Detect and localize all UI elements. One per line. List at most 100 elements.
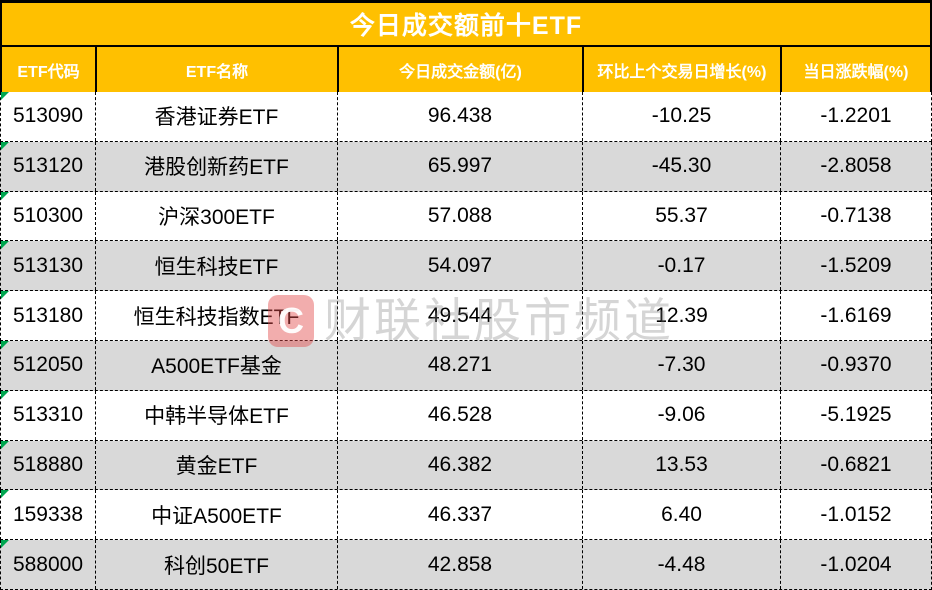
etf-name-value: 港股创新药ETF — [144, 156, 289, 180]
etf-name-value: 中韩半导体ETF — [144, 405, 289, 429]
cell-dod-growth: -7.30 — [583, 340, 781, 390]
etf-code-value: 513090 — [12, 104, 84, 128]
cell-day-change: -1.6169 — [781, 291, 931, 340]
turnover-value: 96.438 — [427, 104, 493, 128]
cell-dod-growth: -45.30 — [583, 141, 781, 191]
table-row: 513310 中韩半导体ETF 46.528 -9.06 -5.1925 — [0, 390, 932, 441]
cell-day-change: -1.0204 — [781, 540, 931, 589]
etf-name-value: 黄金ETF — [175, 454, 258, 478]
cell-etf-name: 港股创新药ETF — [96, 141, 338, 191]
error-indicator-triangle-icon — [1, 241, 9, 250]
day-change-value: -1.0152 — [820, 502, 892, 526]
turnover-value: 57.088 — [427, 203, 493, 227]
table-row: 513120 港股创新药ETF 65.997 -45.30 -2.8058 — [0, 141, 932, 192]
cell-day-change: -1.0152 — [781, 490, 931, 539]
cell-turnover: 42.858 — [338, 540, 583, 589]
cell-dod-growth: 6.40 — [583, 490, 781, 540]
cell-etf-code: 518880 — [1, 440, 96, 490]
dod-growth-value: 13.53 — [655, 452, 708, 476]
cell-etf-name: A500ETF基金 — [96, 340, 338, 390]
error-indicator-triangle-icon — [1, 490, 9, 499]
turnover-value: 46.337 — [427, 502, 493, 526]
etf-name-value: 科创50ETF — [163, 554, 270, 578]
column-header-etf-code: ETF代码 — [2, 47, 97, 92]
table-body: 513090 香港证券ETF 96.438 -10.25 -1.2201 513… — [0, 92, 932, 590]
etf-name-value: 恒生科技ETF — [154, 255, 279, 279]
etf-code-value: 512050 — [12, 353, 84, 377]
cell-turnover: 46.528 — [338, 390, 583, 440]
day-change-value: -5.1925 — [820, 403, 892, 427]
dod-growth-value: -10.25 — [651, 104, 712, 128]
table-row: 588000 科创50ETF 42.858 -4.48 -1.0204 — [0, 540, 932, 590]
cell-etf-code: 513310 — [1, 390, 96, 440]
cell-etf-name: 科创50ETF — [96, 540, 338, 589]
error-indicator-triangle-icon — [1, 92, 9, 100]
cell-etf-code: 513130 — [1, 241, 96, 291]
cell-turnover: 54.097 — [338, 241, 583, 291]
cell-etf-name: 香港证券ETF — [96, 92, 338, 141]
day-change-value: -0.6821 — [820, 452, 892, 476]
etf-name-value: 恒生科技指数ETF — [133, 305, 300, 329]
error-indicator-triangle-icon — [1, 440, 9, 449]
etf-code-value: 513180 — [12, 303, 84, 327]
turnover-value: 46.382 — [427, 452, 493, 476]
etf-name-value: 中证A500ETF — [151, 504, 282, 528]
cell-etf-code: 513180 — [1, 291, 96, 340]
turnover-value: 48.271 — [427, 353, 493, 377]
error-indicator-triangle-icon — [1, 291, 9, 300]
error-indicator-triangle-icon — [1, 191, 9, 200]
etf-code-value: 159338 — [12, 502, 84, 526]
cell-turnover: 46.337 — [338, 490, 583, 540]
cell-etf-code: 513120 — [1, 141, 96, 191]
cell-turnover: 96.438 — [338, 92, 583, 141]
dod-growth-value: 55.37 — [655, 203, 708, 227]
turnover-value: 54.097 — [427, 253, 493, 277]
cell-day-change: -1.2201 — [781, 92, 931, 141]
cell-day-change: -0.9370 — [781, 341, 931, 390]
cell-dod-growth: -4.48 — [583, 540, 781, 589]
cell-etf-name: 黄金ETF — [96, 440, 338, 490]
cell-etf-code: 588000 — [1, 540, 96, 589]
etf-code-value: 513130 — [12, 253, 84, 277]
table-row: 159338 中证A500ETF 46.337 6.40 -1.0152 — [0, 490, 932, 541]
turnover-value: 42.858 — [427, 552, 493, 576]
turnover-value: 65.997 — [427, 154, 493, 178]
cell-day-change: -0.6821 — [781, 441, 931, 490]
etf-name-value: 沪深300ETF — [158, 205, 275, 229]
table-row: 513130 恒生科技ETF 54.097 -0.17 -1.5209 — [0, 241, 932, 292]
cell-etf-code: 513090 — [1, 92, 96, 141]
etf-code-value: 518880 — [12, 452, 84, 476]
dod-growth-value: -4.48 — [657, 552, 706, 576]
dod-growth-value: 12.39 — [655, 303, 708, 327]
cell-dod-growth: 13.53 — [583, 440, 781, 490]
cell-turnover: 65.997 — [338, 141, 583, 191]
error-indicator-triangle-icon — [1, 540, 9, 549]
dod-growth-value: -9.06 — [657, 403, 706, 427]
turnover-value: 49.544 — [427, 303, 493, 327]
dod-growth-value: -0.17 — [657, 253, 706, 277]
cell-day-change: -1.5209 — [781, 241, 931, 290]
dod-growth-value: 6.40 — [661, 502, 702, 526]
cell-turnover: 57.088 — [338, 191, 583, 241]
column-header-day-change: 当日涨跌幅(%) — [803, 63, 909, 81]
turnover-value: 46.528 — [427, 403, 493, 427]
column-header-etf-name: ETF名称 — [97, 47, 339, 92]
table-row: 510300 沪深300ETF 57.088 55.37 -0.7138 — [0, 191, 932, 242]
cell-dod-growth: 55.37 — [583, 191, 781, 241]
cell-turnover: 48.271 — [338, 340, 583, 390]
cell-etf-name: 恒生科技指数ETF — [96, 291, 338, 340]
cell-turnover: 46.382 — [338, 440, 583, 490]
column-header-turnover: 今日成交金额(亿) — [339, 47, 584, 92]
day-change-value: -0.9370 — [820, 353, 892, 377]
table-row: 512050 A500ETF基金 48.271 -7.30 -0.9370 — [0, 340, 932, 391]
cell-etf-name: 中证A500ETF — [96, 490, 338, 540]
etf-code-value: 510300 — [12, 203, 84, 227]
error-indicator-triangle-icon — [1, 340, 9, 349]
cell-etf-code: 512050 — [1, 340, 96, 390]
cell-day-change: -2.8058 — [781, 142, 931, 191]
cell-day-change: -5.1925 — [781, 391, 931, 440]
error-indicator-triangle-icon — [1, 141, 9, 150]
etf-code-value: 513120 — [12, 154, 84, 178]
cell-etf-name: 中韩半导体ETF — [96, 390, 338, 440]
